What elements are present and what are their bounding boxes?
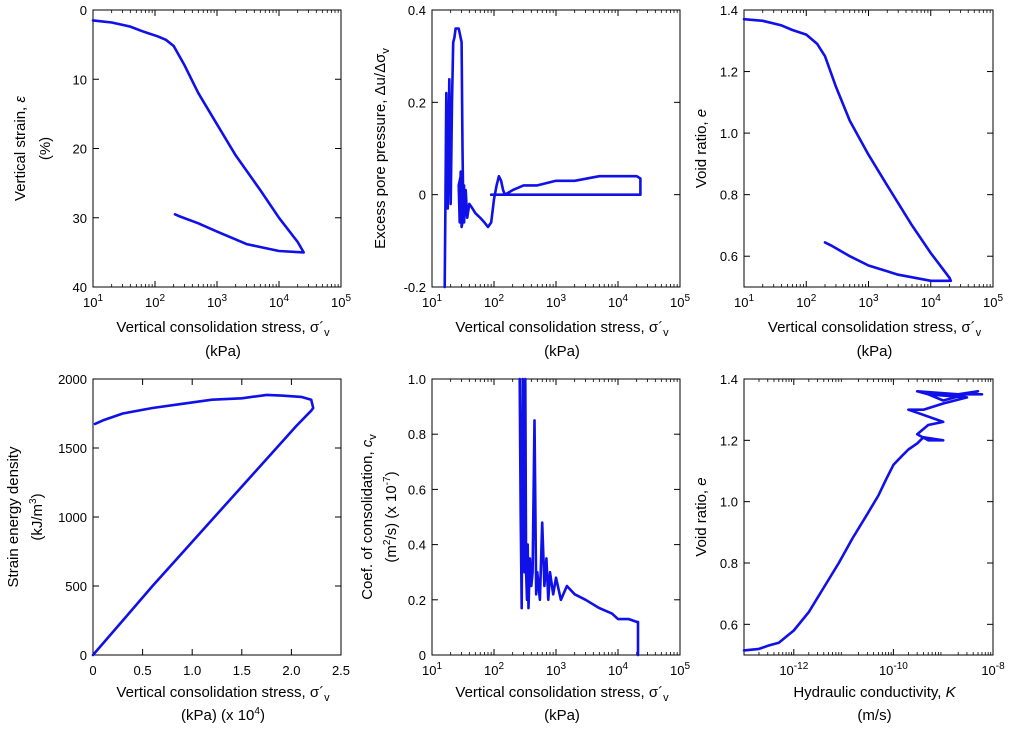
y-tick-label: 0 xyxy=(80,3,87,18)
series-line xyxy=(91,19,306,254)
y-axis-unit-label: (m2/s) (x 10-7) xyxy=(382,471,400,562)
x-tick-label: 103 xyxy=(207,293,227,310)
x-tick-label: 105 xyxy=(670,661,690,678)
y-tick-label: 40 xyxy=(73,280,87,295)
y-tick-label: 1.0 xyxy=(720,495,738,510)
x-axis-unit-label: (kPa) (x 104) xyxy=(181,706,265,724)
y-tick-label: 0.4 xyxy=(408,538,426,553)
y-tick-label: 20 xyxy=(73,142,87,157)
y-tick-label: 30 xyxy=(73,211,87,226)
x-tick-label: 10-10 xyxy=(879,661,908,678)
x-axis-unit-label: (kPa) xyxy=(857,343,893,360)
x-tick-label: 101 xyxy=(734,293,754,310)
y-tick-label: 1.4 xyxy=(720,372,738,387)
x-tick-label: 1.5 xyxy=(233,663,251,678)
y-tick-label: 0.6 xyxy=(720,249,738,264)
y-tick-label: 1.4 xyxy=(720,3,738,18)
x-tick-label: 101 xyxy=(83,293,103,310)
x-axis-label: Vertical consolidation stress, σ´v xyxy=(768,319,982,339)
x-axis-label: Vertical consolidation stress, σ´v xyxy=(116,319,330,339)
series-line xyxy=(518,377,640,657)
plot-coef-consolidation: 101 102 103 104 105 0 0.2 0.4 0.6 0.8 1.0 Vertical … xyxy=(359,372,690,724)
x-tick-label: 105 xyxy=(331,293,351,310)
y-tick-label: 0.8 xyxy=(720,188,738,203)
plot-frame xyxy=(431,9,681,288)
x-axis-unit-label: (kPa) xyxy=(544,343,580,360)
y-axis-label: Excess pore pressure, Δu/Δσv xyxy=(372,48,392,249)
y-axis-label: Coef. of consolidation, cv xyxy=(359,434,379,600)
x-tick-label: 2.5 xyxy=(332,663,350,678)
y-tick-label: -0.2 xyxy=(404,280,426,295)
y-tick-label: 0.8 xyxy=(408,427,426,442)
y-axis-label: Void ratio, e xyxy=(693,109,710,188)
x-axis-unit-label: (kPa) xyxy=(544,707,580,724)
y-tick-label: 1000 xyxy=(58,510,87,525)
series-line xyxy=(443,27,642,289)
x-tick-label: 105 xyxy=(983,293,1003,310)
y-tick-label: 0 xyxy=(419,648,426,663)
x-tick-label: 104 xyxy=(608,293,628,310)
y-tick-label: 0.6 xyxy=(408,482,426,497)
series-line xyxy=(742,389,984,652)
x-tick-label: 10-12 xyxy=(779,661,808,678)
y-tick-label: 1.0 xyxy=(408,372,426,387)
plot-frame xyxy=(431,378,681,656)
y-axis-label: Strain energy density xyxy=(5,446,22,587)
x-tick-label: 103 xyxy=(546,661,566,678)
x-tick-label: 102 xyxy=(484,661,504,678)
x-tick-label: 101 xyxy=(422,293,442,310)
y-tick-label: 1.2 xyxy=(720,65,738,80)
y-tick-label: 0.2 xyxy=(408,593,426,608)
x-tick-label: 104 xyxy=(269,293,289,310)
y-axis-label: Vertical strain, ε xyxy=(12,96,29,201)
y-tick-label: 0.6 xyxy=(720,617,738,632)
y-axis-unit-label: (kJ/m3) xyxy=(28,493,46,540)
x-tick-label: 10-8 xyxy=(981,661,1005,678)
plot-void-ratio-stress: 101 102 103 104 105 0.6 0.8 1.0 1.2 1.4 Vertical c… xyxy=(693,3,1003,360)
x-tick-label: 1.0 xyxy=(183,663,201,678)
plot-strain-energy-density: 0 0.5 1.0 1.5 2.0 2.5 0 500 1000 1500 2000 Vertical… xyxy=(5,372,350,724)
y-tick-label: 500 xyxy=(65,579,87,594)
x-tick-label: 104 xyxy=(921,293,941,310)
x-axis-unit-label: (kPa) xyxy=(205,343,241,360)
x-tick-label: 102 xyxy=(796,293,816,310)
x-tick-label: 2.0 xyxy=(282,663,300,678)
x-tick-label: 102 xyxy=(484,293,504,310)
plot-excess-pore-pressure: 101 102 103 104 105 -0.2 0 0.2 0.4 Vertical conso… xyxy=(372,3,690,360)
plot-frame xyxy=(743,378,994,656)
x-tick-label: 103 xyxy=(858,293,878,310)
y-tick-label: 1.2 xyxy=(720,433,738,448)
y-tick-label: 0.4 xyxy=(408,3,426,18)
y-tick-label: 1.0 xyxy=(720,126,738,141)
series-line xyxy=(742,17,953,283)
x-axis-label: Vertical consolidation stress, σ´v xyxy=(455,319,669,339)
y-axis-unit-label: (%) xyxy=(37,137,54,160)
y-tick-label: 0 xyxy=(419,188,426,203)
series-line xyxy=(91,393,315,657)
x-axis-label: Vertical consolidation stress, σ´v xyxy=(455,684,669,704)
x-tick-label: 0 xyxy=(89,663,96,678)
x-tick-label: 0.5 xyxy=(134,663,152,678)
x-axis-unit-label: (m/s) xyxy=(857,707,891,724)
x-tick-label: 103 xyxy=(546,293,566,310)
plot-vertical-strain: 101 102 103 104 105 0 10 20 30 40 Vertical consoli… xyxy=(12,3,351,360)
y-tick-label: 10 xyxy=(73,72,87,87)
y-tick-label: 0 xyxy=(80,648,87,663)
plot-void-ratio-conductivity: 10-12 10-10 10-8 0.6 0.8 1.0 1.2 1.4 Hydraulic c… xyxy=(693,372,1005,724)
x-tick-label: 104 xyxy=(608,661,628,678)
plot-frame xyxy=(743,9,994,288)
y-axis-label: Void ratio, e xyxy=(693,477,710,556)
y-tick-label: 2000 xyxy=(58,372,87,387)
x-axis-label: Hydraulic conductivity, K xyxy=(793,684,956,701)
y-tick-label: 0.8 xyxy=(720,556,738,571)
y-tick-label: 1500 xyxy=(58,441,87,456)
y-tick-label: 0.2 xyxy=(408,95,426,110)
x-tick-label: 101 xyxy=(422,661,442,678)
x-tick-label: 102 xyxy=(145,293,165,310)
plot-frame xyxy=(92,9,342,288)
x-tick-label: 105 xyxy=(670,293,690,310)
x-axis-label: Vertical consolidation stress, σ´v xyxy=(116,684,330,704)
